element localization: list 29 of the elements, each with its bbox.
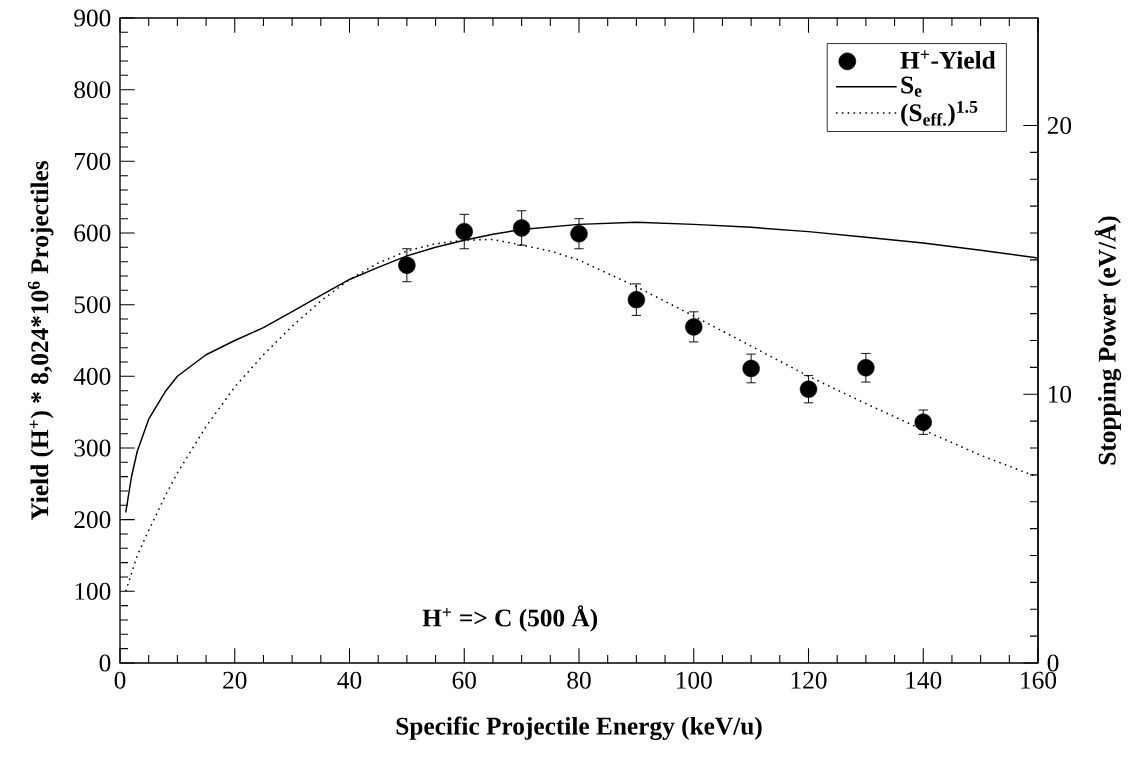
x-axis-title: Specific Projectile Energy (keV/u): [396, 716, 762, 741]
y-tick-label: 400: [73, 367, 111, 385]
x-tick-label: 120: [791, 671, 827, 689]
legend-label: S$_{e}$: [901, 76, 922, 97]
y-tick-label: 600: [74, 224, 111, 242]
x-tick-label: 100: [676, 671, 712, 689]
y-tick-label: 300: [74, 439, 111, 457]
x-tick-label: 20: [223, 671, 247, 689]
x-tick-label: 60: [452, 671, 476, 689]
x-tick-label: 160: [1021, 671, 1057, 689]
y-tick-label: 500: [74, 296, 111, 314]
y-tick-label: 900: [74, 9, 111, 27]
y-tick-label: 200: [74, 511, 111, 529]
x-tick-label: 140: [906, 671, 942, 689]
y-axis-title: Yield (H$^{+}$) * 8,024*10$^{6}$ Projectiles: [27, 161, 54, 521]
x-tick-label: 0: [114, 671, 126, 689]
legend-label: (S$_{eff.}$)$^{1.5}$: [901, 100, 978, 127]
legend-label: H$^{+}$-Yield: [900, 50, 996, 69]
y-tick-label: 100: [75, 582, 111, 600]
x-tick-label: 80: [567, 671, 591, 689]
y-tick-label: 700: [74, 152, 111, 170]
y2-axis-title: Stopping Power (eV/Å): [1094, 216, 1122, 465]
x-tick-label: 40: [337, 671, 362, 689]
y2-tick-label: 0: [1047, 654, 1059, 672]
y2-tick-label: 20: [1047, 116, 1072, 135]
y-tick-label: 800: [74, 81, 111, 99]
y2-tick-label: 10: [1048, 385, 1072, 403]
y-tick-label: 0: [99, 654, 111, 672]
annotation: H$^{+}$ => C (500 Å): [422, 605, 598, 632]
